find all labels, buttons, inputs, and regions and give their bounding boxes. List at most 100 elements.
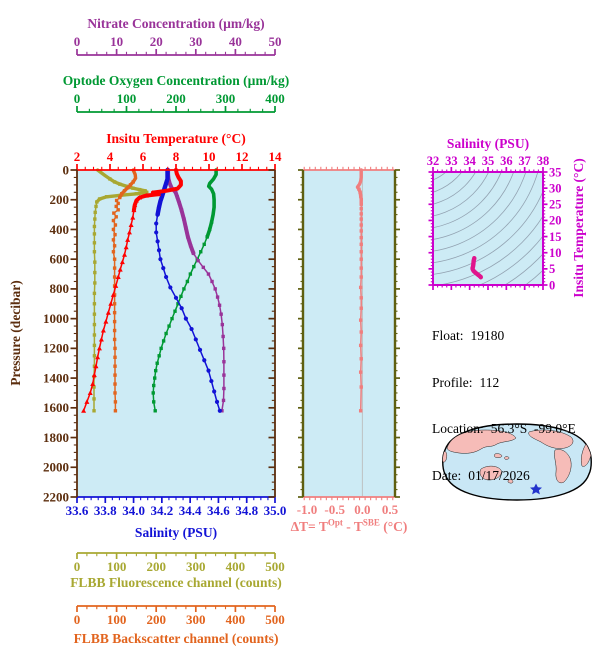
delta-t-label-part: ΔT= T	[290, 518, 328, 534]
svg-text:100: 100	[117, 91, 137, 106]
svg-text:300: 300	[186, 559, 206, 574]
svg-text:35: 35	[482, 154, 495, 168]
svg-text:-0.5: -0.5	[324, 502, 345, 517]
svg-text:200: 200	[146, 559, 166, 574]
svg-text:10: 10	[110, 34, 123, 49]
svg-text:14: 14	[269, 149, 283, 164]
backscatter-axis-title: FLBB Backscatter channel (counts)	[73, 631, 279, 646]
svg-text:1000: 1000	[43, 311, 69, 326]
svg-text:5: 5	[549, 262, 555, 276]
main-profile-series	[81, 167, 226, 413]
nitrate-axis-title: Nitrate Concentration (µm/kg)	[87, 16, 265, 31]
svg-text:34.8: 34.8	[235, 503, 258, 518]
svg-text:300: 300	[186, 612, 206, 627]
ts-series	[470, 256, 483, 280]
delta-t-label-part: - T	[342, 518, 363, 534]
float-label: Float:	[432, 328, 464, 343]
svg-text:0.0: 0.0	[354, 502, 370, 517]
main-plot-area	[77, 170, 275, 497]
ts-plot-area	[433, 172, 543, 285]
svg-text:1200: 1200	[43, 341, 69, 356]
svg-text:34.0: 34.0	[122, 503, 145, 518]
svg-text:0: 0	[74, 612, 81, 627]
svg-text:500: 500	[265, 559, 285, 574]
svg-text:20: 20	[549, 214, 562, 228]
svg-text:40: 40	[229, 34, 242, 49]
svg-text:300: 300	[216, 91, 236, 106]
world-map	[442, 423, 592, 501]
pressure-axis-title: Pressure (decibar)	[8, 280, 23, 386]
svg-text:400: 400	[226, 612, 246, 627]
svg-text:200: 200	[50, 192, 70, 207]
float-info-line-profile: Profile: 112	[432, 375, 576, 391]
svg-text:25: 25	[549, 198, 562, 212]
svg-text:1400: 1400	[43, 370, 69, 385]
svg-text:33.6: 33.6	[66, 503, 89, 518]
svg-text:400: 400	[50, 222, 70, 237]
svg-text:36: 36	[500, 154, 513, 168]
svg-text:30: 30	[189, 34, 202, 49]
svg-text:10: 10	[203, 149, 216, 164]
delta-t-plot-area	[303, 170, 395, 497]
date-label: Date:	[432, 467, 462, 483]
svg-text:34.6: 34.6	[207, 503, 230, 518]
svg-text:12: 12	[236, 149, 249, 164]
svg-text:8: 8	[173, 149, 180, 164]
svg-text:34.4: 34.4	[179, 503, 202, 518]
svg-text:30: 30	[549, 181, 562, 195]
delta-t-sup-sbe: SBE	[362, 517, 380, 528]
delta-t-axis-title: ΔT= TOpt - TSBE (°C)	[291, 517, 408, 535]
svg-text:100: 100	[107, 559, 127, 574]
float-info-line-location: Location: 56.3°S -99.0°E	[432, 421, 576, 437]
float-location-star	[530, 483, 542, 495]
temperature-axis-title: Insitu Temperature (°C)	[106, 131, 246, 146]
fluorescence-axis-title: FLBB Fluorescence channel (counts)	[70, 575, 282, 590]
svg-text:400: 400	[265, 91, 285, 106]
svg-text:2000: 2000	[43, 460, 69, 475]
svg-text:35.0: 35.0	[264, 503, 287, 518]
svg-text:20: 20	[150, 34, 163, 49]
svg-text:800: 800	[50, 281, 70, 296]
delta-t-sup-opt: Opt	[327, 517, 343, 528]
map-landmasses	[442, 425, 592, 484]
oxygen-axis-title: Optode Oxygen Concentration (µm/kg)	[62, 73, 290, 88]
svg-text:1600: 1600	[43, 400, 69, 415]
svg-text:500: 500	[265, 612, 285, 627]
ts-temperature-axis-title: Insitu Temperature (°C)	[571, 158, 586, 298]
svg-text:32: 32	[427, 154, 440, 168]
delta-t-label-part: (°C)	[379, 518, 408, 534]
svg-text:35: 35	[549, 165, 562, 179]
svg-text:400: 400	[226, 559, 246, 574]
location-label: Location:	[432, 421, 484, 436]
svg-text:2200: 2200	[43, 489, 69, 504]
date-value: 01/17/2026	[468, 467, 530, 483]
svg-text:2: 2	[74, 149, 81, 164]
svg-text:34: 34	[463, 154, 476, 168]
svg-text:0: 0	[74, 91, 81, 106]
svg-text:100: 100	[107, 612, 127, 627]
svg-text:33: 33	[445, 154, 458, 168]
svg-text:200: 200	[166, 91, 186, 106]
svg-text:50: 50	[269, 34, 282, 49]
svg-text:1800: 1800	[43, 430, 69, 445]
float-info-line-float: Float: 19180	[432, 328, 576, 344]
svg-text:0: 0	[74, 34, 81, 49]
svg-text:0: 0	[74, 559, 81, 574]
svg-text:0: 0	[549, 278, 555, 292]
svg-text:37: 37	[518, 154, 531, 168]
svg-text:0.5: 0.5	[382, 502, 399, 517]
location-value: 56.3°S -99.0°E	[490, 421, 576, 436]
ts-salinity-axis-title: Salinity (PSU)	[446, 136, 530, 151]
float-info-line-date: Date: 01/17/2026	[432, 468, 576, 484]
delta-t-series	[355, 168, 363, 413]
svg-text:0: 0	[63, 162, 70, 177]
svg-text:-1.0: -1.0	[297, 502, 318, 517]
float-value: 19180	[470, 328, 505, 343]
float-info: Float: 19180 Profile: 112 Location: 56.3°S …	[432, 297, 576, 514]
profile-label: Profile:	[432, 374, 473, 390]
svg-text:10: 10	[549, 246, 562, 260]
profile-value: 112	[479, 374, 500, 390]
